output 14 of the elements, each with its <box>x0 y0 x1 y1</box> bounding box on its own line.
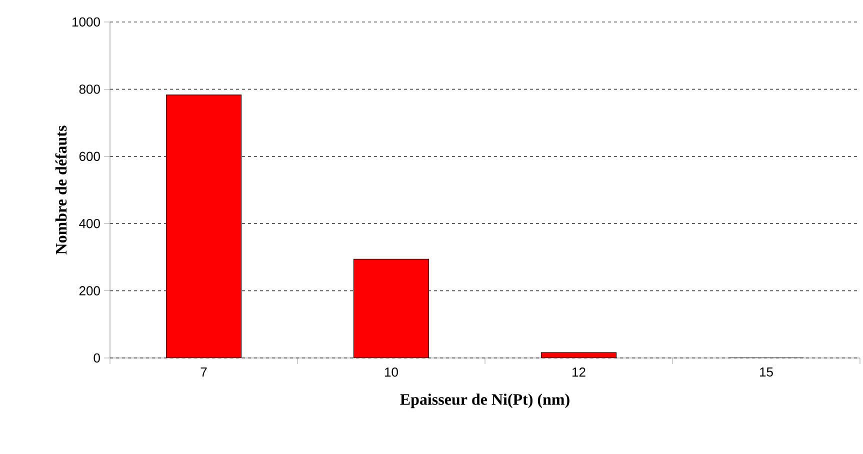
y-axis-title: Nombre de défauts <box>55 126 67 254</box>
y-tick-label: 800 <box>79 84 100 94</box>
y-tick-label: 600 <box>79 152 100 161</box>
x-axis-title: Epaisseur de Ni(Pt) (nm) <box>400 394 570 408</box>
y-tick-label: 400 <box>79 218 100 228</box>
x-tick-label: 12 <box>572 368 586 377</box>
bar <box>353 258 430 358</box>
x-tick-label: 7 <box>200 368 207 376</box>
y-tick-label: 0 <box>94 353 100 363</box>
x-tick-label: 10 <box>385 368 398 377</box>
y-tick-label: 1000 <box>72 17 100 27</box>
bar <box>166 94 242 358</box>
y-tick-label: 200 <box>79 286 100 296</box>
x-tick-label: 15 <box>760 368 773 377</box>
